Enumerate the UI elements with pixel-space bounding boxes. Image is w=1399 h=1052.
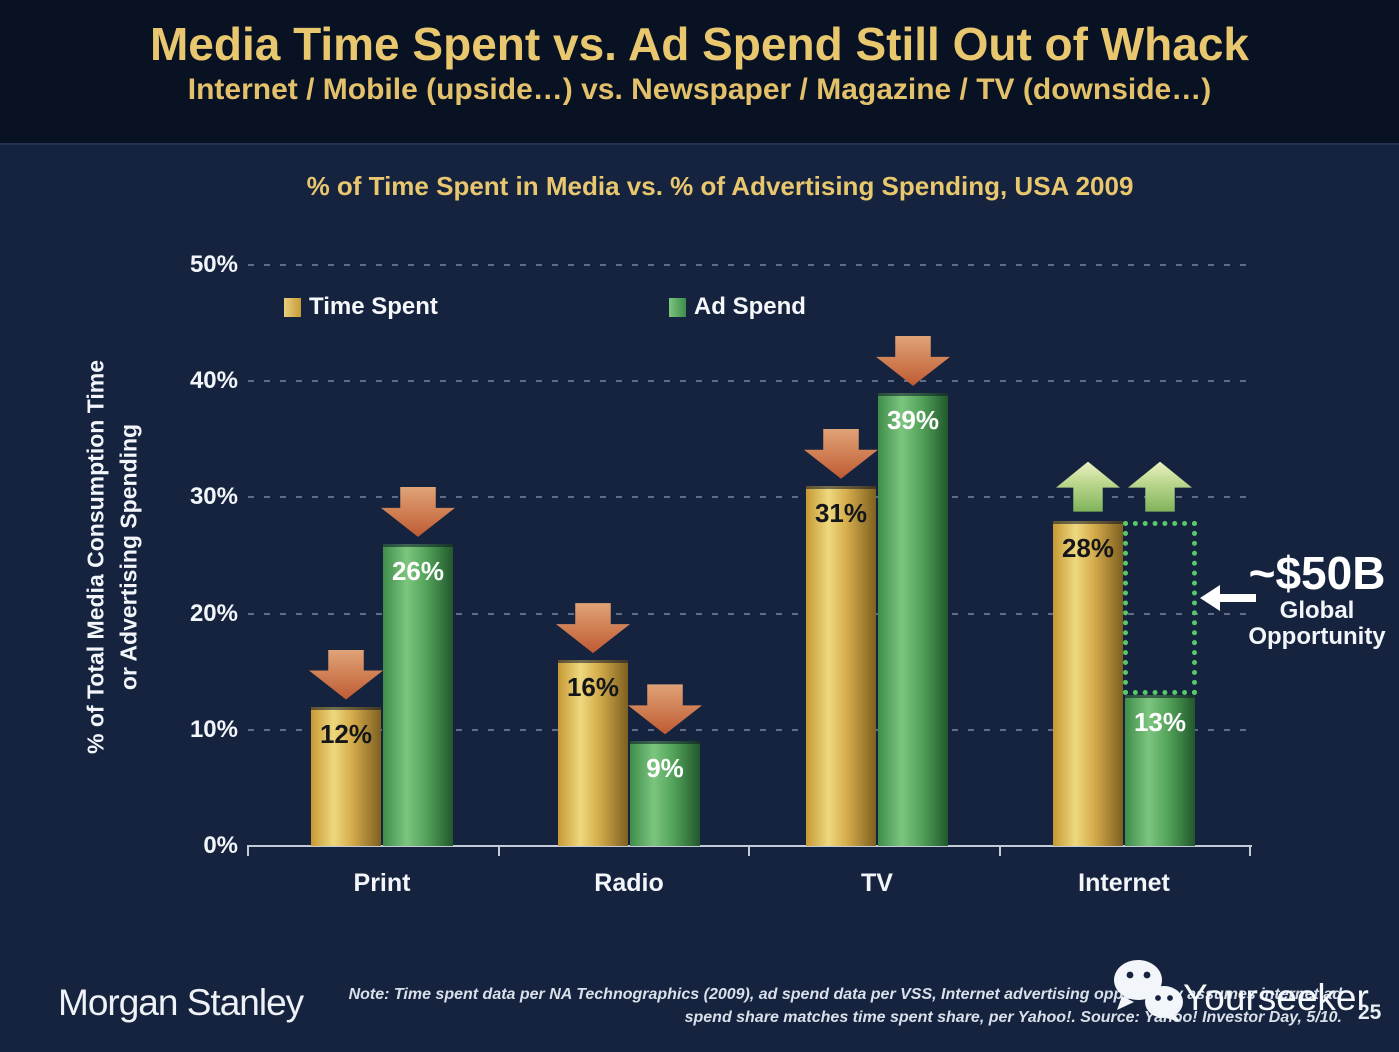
source-note-line1: Note: Time spent data per NA Technograph… — [348, 986, 1342, 1003]
trend-down-arrow-icon — [381, 486, 455, 537]
trend-up-arrow-icon — [1128, 461, 1192, 512]
gridline-40 — [248, 380, 1254, 383]
trend-up-arrow-icon — [1056, 461, 1120, 512]
slide-header: Media Time Spent vs. Ad Spend Still Out … — [0, 0, 1399, 145]
source-note: Note: Time spent data per NA Technograph… — [302, 983, 1342, 1029]
opportunity-pointer-arrow-icon — [1200, 585, 1256, 611]
y-tick-label-0: 0% — [203, 832, 238, 859]
slide-subtitle: Internet / Mobile (upside…) vs. Newspape… — [187, 73, 1212, 106]
bar-value-label-time_spent-radio: 16% — [566, 672, 620, 703]
legend-label-ad-spend: Ad Spend — [693, 293, 806, 320]
bar-value-label-ad_spend-tv: 39% — [886, 404, 940, 435]
opportunity-label-line1: Global — [1279, 597, 1355, 624]
y-tick-label-40: 40% — [189, 367, 238, 395]
x-axis-tick — [1249, 845, 1251, 856]
y-tick-label-20: 20% — [189, 599, 238, 627]
bar-ad_spend-internet — [1125, 694, 1195, 846]
bar-time_spent-radio — [558, 660, 628, 846]
chart-title: % of Time Spent in Media vs. % of Advert… — [306, 171, 1134, 201]
x-axis — [248, 845, 1252, 847]
gridline-10 — [248, 728, 1254, 731]
legend-swatch-time-spent-icon — [284, 297, 301, 317]
x-axis-tick — [998, 845, 1001, 856]
trend-down-arrow-icon — [628, 684, 702, 735]
bar-value-label-time_spent-print: 12% — [319, 718, 373, 749]
trend-down-arrow-icon — [309, 649, 383, 700]
category-label-tv: TV — [861, 869, 893, 897]
legend-swatch-ad-spend-icon — [668, 297, 686, 317]
y-tick-label-30: 30% — [189, 483, 238, 511]
y-tick-label-10: 10% — [189, 715, 238, 743]
chart-legend: Time Spent Ad Spend — [284, 293, 806, 320]
bar-time_spent-tv — [806, 485, 876, 846]
trend-down-arrow-icon — [876, 335, 950, 386]
gridline-50 — [248, 264, 1254, 266]
opportunity-gap-box — [1123, 520, 1197, 695]
bar-ad_spend-radio — [630, 741, 700, 846]
legend-label-time-spent: Time Spent — [309, 293, 438, 320]
bar-time_spent-print — [311, 706, 381, 846]
bar-value-label-time_spent-internet: 28% — [1061, 532, 1115, 563]
wechat-icon — [1114, 960, 1183, 1022]
bar-ad_spend-tv — [878, 392, 948, 846]
bar-ad_spend-print — [383, 543, 453, 846]
gridline-30 — [248, 496, 1254, 499]
bar-value-label-ad_spend-internet: 13% — [1133, 706, 1187, 737]
page-number: 25 — [1358, 1001, 1382, 1024]
x-axis-tick — [247, 845, 249, 856]
bar-value-label-time_spent-tv: 31% — [814, 497, 868, 528]
trend-down-arrow-icon — [556, 603, 630, 654]
source-note-line2: spend share matches time spent share, pe… — [684, 1009, 1342, 1026]
bar-value-label-ad_spend-radio: 9% — [646, 753, 684, 784]
category-label-radio: Radio — [594, 869, 664, 897]
trend-down-arrow-icon — [804, 428, 878, 479]
x-axis-tick — [497, 845, 500, 856]
watermark-text: Yourseeker — [1183, 977, 1369, 1018]
category-label-internet: Internet — [1078, 869, 1170, 897]
bar-value-label-ad_spend-print: 26% — [391, 555, 445, 586]
bar-time_spent-internet — [1053, 520, 1123, 846]
opportunity-value: ~$50B — [1248, 547, 1386, 599]
gridline-20 — [248, 612, 1254, 615]
slide-title: Media Time Spent vs. Ad Spend Still Out … — [149, 18, 1250, 70]
morgan-stanley-logo: Morgan Stanley — [58, 982, 304, 1023]
opportunity-label-line2: Opportunity — [1248, 623, 1386, 650]
x-axis-tick — [748, 845, 750, 856]
category-label-print: Print — [353, 869, 411, 897]
y-tick-label-50: 50% — [189, 251, 238, 278]
